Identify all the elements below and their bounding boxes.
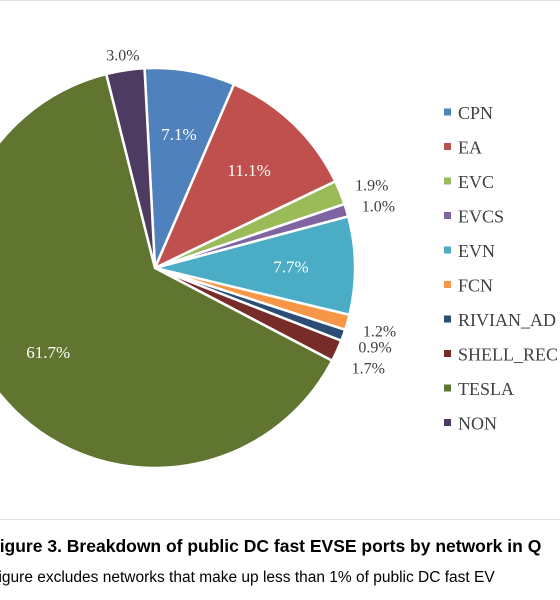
data-label-evcs: 1.0% [362, 199, 395, 216]
pie-chart: 7.1% 11.1% 1.9% 1.0% 7.7% 1.2%0.9% 1.7% 61.7% 3.… [0, 47, 558, 470]
legend-label-tesla: TESLA [458, 379, 514, 399]
legend-swatch-non [444, 419, 451, 426]
chart-frame: 7.1% 11.1% 1.9% 1.0% 7.7% 1.2% 0.9% 1.7% 61.7% 3.… [0, 0, 560, 520]
data-label-cpn: 7.1% [161, 125, 196, 144]
figure-caption-title: Figure 3. Breakdown of public DC fast EV… [0, 536, 542, 556]
legend-label-non: NON [458, 414, 497, 434]
legend-swatch-evcs [444, 212, 451, 219]
data-label-ea: 11.1% [227, 161, 270, 180]
legend-swatch-cpn [444, 108, 451, 116]
legend-label-rivian-ad: RIVIAN_AD [458, 310, 556, 330]
pie-slice-evn [153, 215, 357, 317]
legend-swatch-rivian-ad [444, 315, 451, 323]
data-label-shell-rec: 1.7% [352, 361, 385, 378]
legend-swatch-evn [444, 246, 451, 254]
pie-slice-tesla [0, 72, 334, 470]
legend-swatch-evc [444, 177, 451, 185]
legend-label-fcn: FCN [458, 276, 493, 296]
legend: CPN EA EVC EVCS EVN FCN RIVIAN_AD SHELL_REC TESL… [444, 103, 558, 434]
legend-label-evc: EVC [458, 172, 494, 192]
legend-swatch-shell-rec [444, 350, 451, 357]
legend-label-ea: EA [458, 138, 482, 158]
data-label-non: 3.0% [106, 47, 139, 64]
pie-slice-ea [153, 83, 337, 270]
data-label-fcn: 1.2% [363, 324, 396, 341]
pie-data-labels: 7.1% 11.1% 1.9% 1.0% 7.7% 1.2%0.9% 1.7% 61.7% 3.… [26, 47, 396, 377]
data-label-evc: 1.9% [355, 178, 388, 195]
legend-swatch-fcn [444, 281, 451, 288]
legend-label-cpn: CPN [458, 103, 493, 123]
pie-slices [0, 66, 357, 470]
legend-swatch-ea [444, 143, 451, 150]
pie-slice-non [105, 67, 157, 270]
data-label-tesla: 61.7% [26, 343, 70, 362]
legend-label-shell-rec: SHELL_REC [458, 345, 558, 365]
legend-label-evn: EVN [458, 241, 495, 261]
legend-swatch-tesla [444, 384, 451, 392]
data-label-rivian-ad: 0.9% [358, 340, 391, 357]
figure-caption-note: Figure excludes networks that make up le… [0, 569, 495, 586]
legend-label-evcs: EVCS [458, 207, 504, 227]
data-label-evn: 7.7% [273, 257, 308, 276]
